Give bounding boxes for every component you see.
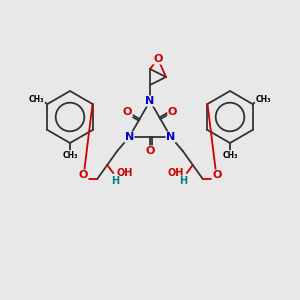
Text: N: N (146, 96, 154, 106)
Text: N: N (124, 132, 134, 142)
Text: OH: OH (167, 168, 184, 178)
Text: O: O (212, 170, 221, 180)
Text: CH₃: CH₃ (255, 94, 271, 103)
Text: O: O (153, 54, 163, 64)
Text: OH: OH (116, 168, 133, 178)
Text: CH₃: CH₃ (62, 151, 78, 160)
Text: N: N (166, 132, 176, 142)
Text: CH₃: CH₃ (29, 94, 45, 103)
Text: O: O (123, 107, 132, 117)
Text: H: H (111, 176, 119, 186)
Text: CH₃: CH₃ (222, 151, 238, 160)
Text: H: H (179, 176, 187, 186)
Text: O: O (145, 146, 155, 156)
Text: O: O (79, 170, 88, 180)
Text: O: O (168, 107, 177, 117)
